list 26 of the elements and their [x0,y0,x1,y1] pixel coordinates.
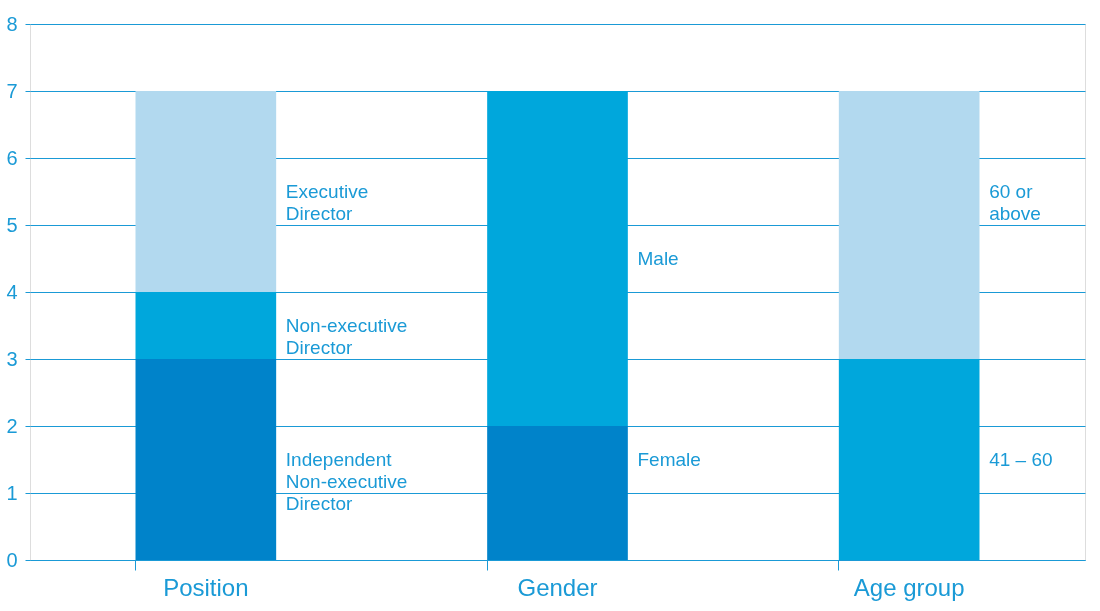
y-tick-label: 1 [6,481,18,504]
annotation: 41 – 60 [989,448,1053,470]
annotation: Executive Director [285,180,369,224]
bar [838,359,980,560]
bar [487,91,628,426]
x-tick-label: Position [163,573,249,601]
y-tick-label: 0 [6,548,18,571]
y-tick-label: 7 [6,79,18,102]
bar [838,91,980,359]
y-tick-label: 5 [6,213,18,236]
annotation: Non-executive Director [285,314,408,358]
y-tick-label: 8 [6,12,18,35]
y-tick-label: 3 [6,347,18,370]
y-tick-label: 6 [6,146,18,169]
bar [135,359,277,560]
x-tick-label: Gender [517,573,598,601]
annotation: Male [637,247,679,269]
bar [135,91,277,292]
y-tick-label: 4 [6,280,18,303]
annotation: 60 or above [989,180,1041,224]
bar [487,426,628,560]
annotation: Independent Non-executive Director [285,448,408,514]
y-tick-label: 2 [6,414,18,437]
bar [135,292,277,359]
annotation: Female [637,448,701,470]
x-tick-label: Age group [853,573,965,601]
